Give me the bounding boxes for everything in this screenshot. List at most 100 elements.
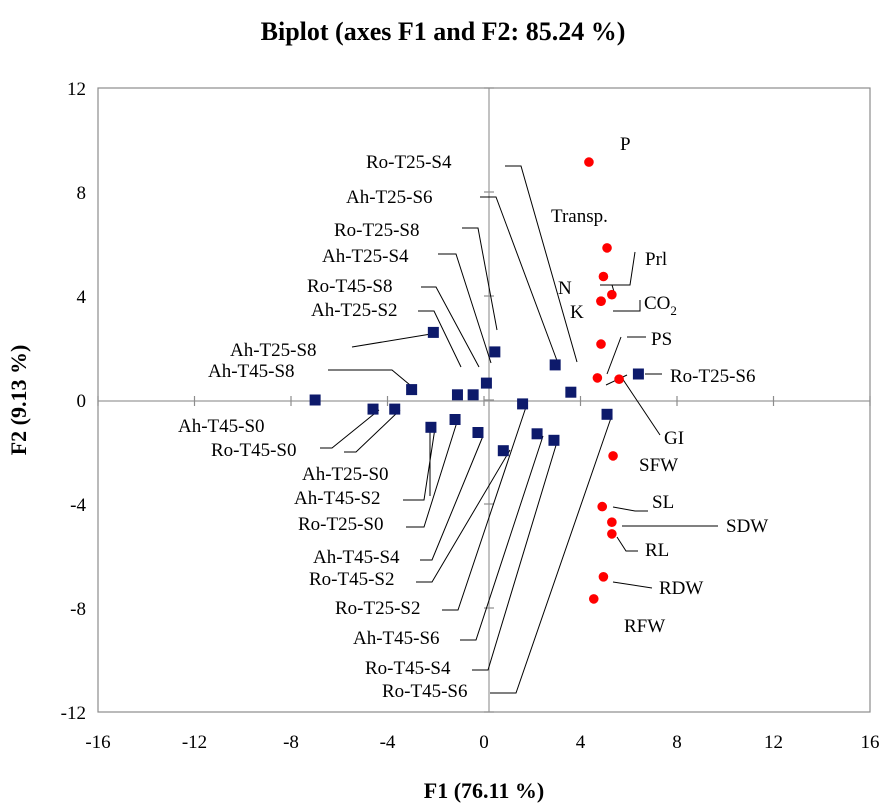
point-ro-t45-s0	[367, 403, 379, 415]
leader-line	[403, 427, 436, 501]
y-tick-label: -4	[70, 495, 86, 516]
y-tick-label: -12	[61, 703, 86, 724]
label-ro-t45-s4: Ro-T45-S4	[365, 658, 451, 679]
leader-line	[421, 286, 480, 368]
x-tick-label: -8	[283, 732, 299, 753]
leader-line	[406, 421, 458, 528]
point-ah-t45-s4	[472, 427, 484, 438]
leader-line	[442, 403, 528, 611]
leader-line	[621, 377, 661, 436]
label-co2: CO2	[644, 293, 677, 318]
label-gi: GI	[664, 428, 684, 449]
point-ro-t25-s4	[565, 386, 577, 398]
leader-line	[351, 332, 438, 348]
y-tick-label: 4	[77, 287, 87, 308]
label-co2-main: CO	[644, 293, 670, 314]
y-tick-label: -8	[70, 599, 86, 620]
label-prl: Prl	[645, 249, 667, 270]
point-ro-t25-s6	[632, 368, 644, 380]
label-ro-t25-s6: Ro-T25-S6	[670, 366, 756, 387]
point-ro-t25-s2	[517, 398, 529, 410]
label-ro-t45-s6: Ro-T45-S6	[382, 681, 468, 702]
label-ah-t25-s6: Ah-T25-S6	[346, 187, 433, 208]
x-tick-label: -16	[85, 732, 110, 753]
leader-line	[480, 196, 560, 367]
y-tick-label: 8	[77, 183, 87, 204]
x-tick-label: -4	[380, 732, 396, 753]
point-rl	[607, 529, 617, 539]
point-labels: Ro-T25-S4 Ah-T25-S6 Ro-T25-S8 Ah-T25-S4 …	[178, 134, 768, 702]
leader-line	[416, 449, 511, 583]
point-sdw	[607, 517, 617, 527]
leader-line	[472, 441, 558, 671]
point-ah-t45-s0	[309, 394, 321, 406]
point-ro-t25-s0	[449, 414, 461, 425]
point-ro-t45-s6	[601, 408, 613, 420]
label-rfw: RFW	[624, 616, 665, 637]
label-co2-sub: 2	[670, 303, 677, 318]
point-co2	[596, 296, 606, 307]
leader-line	[606, 336, 622, 375]
leader-line	[320, 409, 380, 449]
label-k: K	[570, 302, 584, 323]
axis-ticks: -16 -12 -8 -4 0 4 8 12 16 12 8 4 0 -4 -8 -12	[61, 79, 880, 753]
point-sfw	[592, 373, 603, 383]
point-ah-t25-s0	[389, 403, 401, 415]
point-ro-t25-s8	[549, 359, 561, 371]
y-tick-label: 12	[67, 79, 86, 100]
label-ro-t45-s8: Ro-T45-S8	[307, 276, 393, 297]
point-transp	[602, 243, 612, 253]
label-ro-t25-s8: Ro-T25-S8	[334, 220, 420, 241]
label-p: P	[620, 134, 631, 155]
point-gi	[614, 374, 624, 385]
y-tick-label: 0	[77, 391, 87, 412]
leader-line	[420, 435, 484, 561]
label-transp: Transp.	[551, 206, 608, 227]
label-rdw: RDW	[659, 578, 703, 599]
label-ah-t45-s4: Ah-T45-S4	[313, 547, 400, 568]
point-ah-t45-s2	[425, 421, 437, 433]
y-axis-title: F2 (9.13 %)	[6, 345, 31, 456]
chart-title: Biplot (axes F1 and F2: 85.24 %)	[261, 17, 626, 46]
point-n	[607, 289, 617, 300]
point-prl	[598, 271, 609, 282]
point-ah-t45-s8	[406, 384, 418, 396]
label-ah-t25-s4: Ah-T25-S4	[322, 246, 409, 267]
point-p	[584, 157, 594, 167]
point-sl	[597, 501, 608, 512]
label-n: N	[558, 278, 572, 299]
leader-line	[328, 369, 417, 391]
leader-line	[616, 536, 638, 552]
x-tick-label: -12	[182, 732, 207, 753]
x-tick-label: 8	[672, 732, 682, 753]
label-ps: PS	[651, 329, 672, 350]
label-ro-t25-s2: Ro-T25-S2	[335, 598, 421, 619]
point-ah-t25-s8	[427, 326, 439, 338]
point-ps	[596, 339, 606, 349]
point-ro-t45-s4	[548, 434, 560, 446]
label-sl: SL	[652, 492, 674, 513]
point-ah-t45-s6	[531, 428, 543, 440]
label-ro-t25-s4: Ro-T25-S4	[366, 152, 452, 173]
leader-line	[460, 435, 544, 641]
point-sfw	[608, 451, 618, 461]
label-ah-t25-s0: Ah-T25-S0	[302, 464, 389, 485]
x-axis-title: F1 (76.11 %)	[424, 778, 544, 803]
leader-line	[490, 414, 613, 694]
label-ah-t45-s2: Ah-T45-S2	[294, 488, 381, 509]
label-sdw: SDW	[726, 516, 768, 537]
label-ah-t45-s6: Ah-T45-S6	[353, 628, 440, 649]
x-tick-label: 12	[764, 732, 783, 753]
point-ro-t45-s2	[497, 445, 509, 457]
leader-lines	[320, 165, 718, 694]
point-rdw	[598, 572, 609, 582]
leader-line	[462, 227, 498, 331]
label-ro-t25-s0: Ro-T25-S0	[298, 514, 384, 535]
point-ah-t25-s2	[467, 389, 479, 401]
label-ah-t25-s8: Ah-T25-S8	[230, 340, 317, 361]
leader-line	[613, 300, 641, 312]
leader-line	[418, 310, 462, 368]
leader-line	[344, 409, 401, 453]
data-points	[309, 157, 644, 604]
